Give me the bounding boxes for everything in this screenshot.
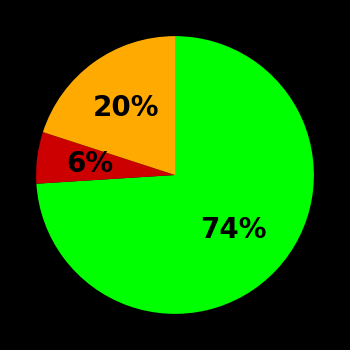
Wedge shape xyxy=(36,36,314,314)
Text: 6%: 6% xyxy=(66,150,113,178)
Text: 20%: 20% xyxy=(93,93,159,121)
Wedge shape xyxy=(36,132,175,184)
Text: 74%: 74% xyxy=(201,216,267,244)
Wedge shape xyxy=(43,36,175,175)
